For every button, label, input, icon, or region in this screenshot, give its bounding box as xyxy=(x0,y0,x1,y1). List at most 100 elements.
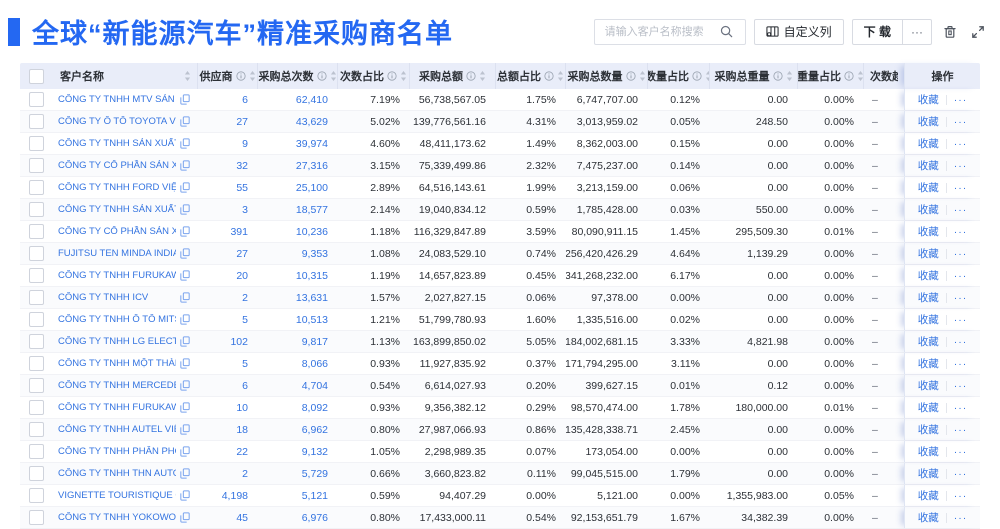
row-checkbox[interactable] xyxy=(28,510,44,525)
sort-icon[interactable] xyxy=(479,70,486,82)
info-icon[interactable] xyxy=(844,71,854,81)
column-header-times[interactable]: 采购总次数 xyxy=(258,63,338,89)
download-more-button[interactable]: ··· xyxy=(903,18,932,45)
row-more-button[interactable]: ··· xyxy=(945,116,968,127)
customer-name-link[interactable]: CÔNG TY TNHH MTV SẢN XUẤ... xyxy=(58,94,176,105)
customer-name-link[interactable]: CÔNG TY TNHH SẢN XUẤT VÀ ... xyxy=(58,204,176,215)
row-checkbox[interactable] xyxy=(28,224,44,239)
row-more-button[interactable]: ··· xyxy=(945,402,968,413)
row-checkbox[interactable] xyxy=(28,246,44,261)
row-checkbox[interactable] xyxy=(28,114,44,129)
row-more-button[interactable]: ··· xyxy=(945,248,968,259)
column-header-times_pct[interactable]: 次数占比 xyxy=(338,63,410,89)
row-more-button[interactable]: ··· xyxy=(945,138,968,149)
customer-name-link[interactable]: CÔNG TY TNHH PHÂN PHỐI T... xyxy=(58,446,176,457)
sort-icon[interactable] xyxy=(557,70,564,82)
info-icon[interactable] xyxy=(387,71,397,81)
favorite-button[interactable]: 收藏 xyxy=(917,446,939,458)
row-checkbox[interactable] xyxy=(28,180,44,195)
sort-icon[interactable] xyxy=(400,70,407,82)
favorite-button[interactable]: 收藏 xyxy=(917,160,939,172)
sort-icon[interactable] xyxy=(857,70,863,82)
favorite-button[interactable]: 收藏 xyxy=(917,270,939,282)
customize-columns-button[interactable]: 自定义列 xyxy=(753,18,844,45)
sort-icon[interactable] xyxy=(184,70,191,82)
favorite-button[interactable]: 收藏 xyxy=(917,292,939,304)
favorite-button[interactable]: 收藏 xyxy=(917,512,939,524)
favorite-button[interactable]: 收藏 xyxy=(917,468,939,480)
row-checkbox[interactable] xyxy=(28,422,44,437)
row-more-button[interactable]: ··· xyxy=(945,468,968,479)
customer-name-link[interactable]: CÔNG TY TNHH MERCEDES–B... xyxy=(58,380,176,391)
info-icon[interactable] xyxy=(625,71,636,81)
info-icon[interactable] xyxy=(466,71,476,81)
sort-icon[interactable] xyxy=(705,70,709,82)
customer-name-link[interactable]: CÔNG TY CỔ PHẦN SẢN XUẤT... xyxy=(58,226,176,237)
copy-icon[interactable] xyxy=(180,424,190,435)
row-more-button[interactable]: ··· xyxy=(945,160,968,171)
info-icon[interactable] xyxy=(772,71,783,81)
row-checkbox[interactable] xyxy=(28,334,44,349)
download-button[interactable]: 下 载 xyxy=(851,18,903,45)
copy-icon[interactable] xyxy=(180,182,190,193)
customer-name-link[interactable]: CÔNG TY TNHH FORD VIỆT NAM xyxy=(58,182,176,193)
row-checkbox[interactable] xyxy=(28,290,44,305)
row-more-button[interactable]: ··· xyxy=(945,94,968,105)
favorite-button[interactable]: 收藏 xyxy=(917,424,939,436)
column-header-qty_pct[interactable]: 数量占比 xyxy=(648,63,710,89)
favorite-button[interactable]: 收藏 xyxy=(917,248,939,260)
row-checkbox[interactable] xyxy=(28,356,44,371)
row-more-button[interactable]: ··· xyxy=(945,182,968,193)
info-icon[interactable] xyxy=(235,71,246,81)
favorite-button[interactable]: 收藏 xyxy=(917,490,939,502)
customer-name-link[interactable]: CÔNG TY TNHH LG ELECTRON... xyxy=(58,336,176,347)
copy-icon[interactable] xyxy=(180,270,190,281)
favorite-button[interactable]: 收藏 xyxy=(917,182,939,194)
favorite-button[interactable]: 收藏 xyxy=(917,116,939,128)
delete-icon[interactable] xyxy=(940,22,960,42)
fullscreen-icon[interactable] xyxy=(968,22,988,42)
favorite-button[interactable]: 收藏 xyxy=(917,204,939,216)
column-header-qty[interactable]: 采购总数量 xyxy=(566,63,648,89)
sort-icon[interactable] xyxy=(330,70,337,82)
select-all-checkbox[interactable] xyxy=(28,68,44,84)
copy-icon[interactable] xyxy=(180,204,190,215)
customer-name-link[interactable]: CÔNG TY TNHH ICV xyxy=(58,292,149,303)
row-more-button[interactable]: ··· xyxy=(945,512,968,523)
copy-icon[interactable] xyxy=(180,446,190,457)
row-checkbox[interactable] xyxy=(28,92,44,107)
sort-icon[interactable] xyxy=(639,70,646,82)
search-icon[interactable] xyxy=(717,22,737,42)
customer-name-link[interactable]: CÔNG TY TNHH YOKOWO VIỆT... xyxy=(58,512,176,523)
favorite-button[interactable]: 收藏 xyxy=(917,314,939,326)
row-more-button[interactable]: ··· xyxy=(945,204,968,215)
column-header-name[interactable]: 客户名称 xyxy=(52,63,198,89)
row-more-button[interactable]: ··· xyxy=(945,424,968,435)
customer-name-link[interactable]: VIGNETTE TOURISTIQUE G UNI... xyxy=(58,490,176,501)
copy-icon[interactable] xyxy=(180,292,190,303)
search-input[interactable] xyxy=(602,24,717,39)
copy-icon[interactable] xyxy=(180,160,190,171)
row-more-button[interactable]: ··· xyxy=(945,446,968,457)
sort-icon[interactable] xyxy=(249,70,256,82)
copy-icon[interactable] xyxy=(180,490,190,501)
column-header-supplier[interactable]: 供应商 xyxy=(198,63,258,89)
row-checkbox[interactable] xyxy=(28,136,44,151)
row-checkbox[interactable] xyxy=(28,378,44,393)
customer-search-box[interactable] xyxy=(593,18,746,45)
column-header-amount_pct[interactable]: 总额占比 xyxy=(496,63,566,89)
row-more-button[interactable]: ··· xyxy=(945,380,968,391)
favorite-button[interactable]: 收藏 xyxy=(917,336,939,348)
row-checkbox[interactable] xyxy=(28,158,44,173)
row-more-button[interactable]: ··· xyxy=(945,226,968,237)
favorite-button[interactable]: 收藏 xyxy=(917,138,939,150)
sort-icon[interactable] xyxy=(786,70,793,82)
customer-name-link[interactable]: CÔNG TY TNHH AUTEL VIỆT N... xyxy=(58,424,176,435)
customer-name-link[interactable]: CÔNG TY TNHH MỘT THÀNH V... xyxy=(58,358,176,369)
copy-icon[interactable] xyxy=(180,226,190,237)
row-checkbox[interactable] xyxy=(28,312,44,327)
favorite-button[interactable]: 收藏 xyxy=(917,380,939,392)
copy-icon[interactable] xyxy=(180,512,190,523)
row-more-button[interactable]: ··· xyxy=(945,270,968,281)
info-icon[interactable] xyxy=(692,71,702,81)
